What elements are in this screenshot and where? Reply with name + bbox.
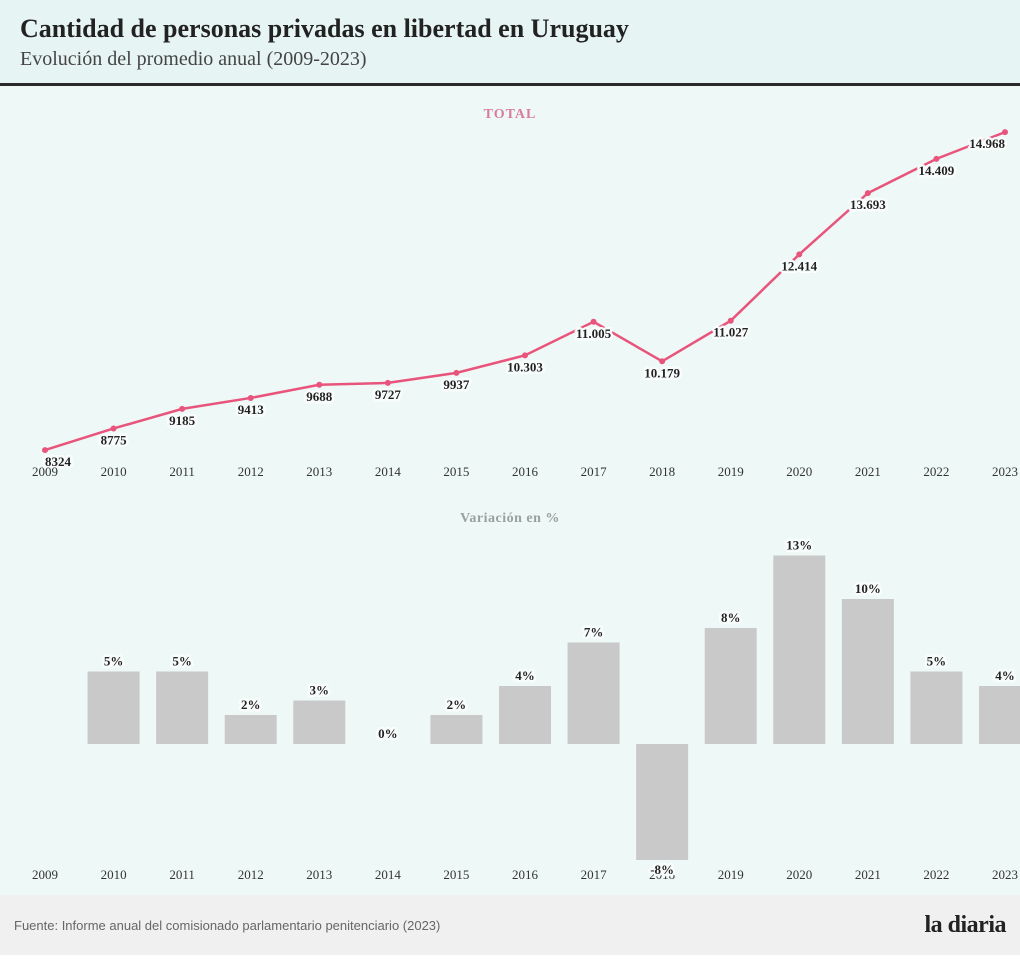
bar-x-label: 2021 xyxy=(855,867,881,882)
line-x-label: 2019 xyxy=(718,464,744,479)
line-x-label: 2014 xyxy=(375,464,402,479)
line-x-label: 2013 xyxy=(306,464,332,479)
bar-x-label: 2015 xyxy=(443,867,469,882)
chart-subtitle: Evolución del promedio anual (2009-2023) xyxy=(20,48,1000,71)
bar-value-label: 4% xyxy=(995,668,1015,683)
line-marker xyxy=(453,370,459,376)
line-value-label: 10.179 xyxy=(644,365,680,380)
line-value-label: 8775 xyxy=(101,432,128,447)
line-marker xyxy=(591,319,597,325)
bar-rect xyxy=(225,715,277,744)
bar-x-label: 2017 xyxy=(581,867,608,882)
line-marker xyxy=(179,406,185,412)
bar-rect xyxy=(636,744,688,860)
bar-value-label: 13% xyxy=(786,538,812,553)
bar-rect xyxy=(156,672,208,745)
bar-x-label: 2022 xyxy=(923,867,949,882)
chart-area: TOTAL83242009877520109185201194132012968… xyxy=(0,83,1020,895)
bar-x-label: 2023 xyxy=(992,867,1018,882)
line-x-label: 2016 xyxy=(512,464,539,479)
line-value-label: 11.005 xyxy=(576,326,612,341)
line-x-label: 2018 xyxy=(649,464,675,479)
line-value-label: 9185 xyxy=(169,413,196,428)
line-value-label: 9727 xyxy=(375,387,402,402)
line-x-label: 2021 xyxy=(855,464,881,479)
line-x-label: 2020 xyxy=(786,464,812,479)
line-value-label: 14.968 xyxy=(969,136,1005,151)
line-x-label: 2012 xyxy=(238,464,264,479)
line-marker xyxy=(865,190,871,196)
bar-x-label: 2020 xyxy=(786,867,812,882)
line-path xyxy=(45,132,1005,450)
line-value-label: 11.027 xyxy=(713,325,749,340)
line-marker xyxy=(111,425,117,431)
bar-rect xyxy=(88,672,140,745)
line-marker xyxy=(385,380,391,386)
bar-value-label: 4% xyxy=(515,668,535,683)
line-value-label: 13.693 xyxy=(850,197,886,212)
source-text: Fuente: Informe anual del comisionado pa… xyxy=(14,918,440,933)
line-marker xyxy=(796,251,802,257)
line-value-label: 14.409 xyxy=(919,163,955,178)
bar-rect xyxy=(773,556,825,745)
line-value-label: 9688 xyxy=(306,389,333,404)
line-marker xyxy=(659,358,665,364)
bar-x-label: 2016 xyxy=(512,867,539,882)
line-value-label: 9413 xyxy=(238,402,265,417)
bar-value-label: 5% xyxy=(104,654,124,669)
bar-rect xyxy=(842,599,894,744)
line-x-label: 2017 xyxy=(581,464,608,479)
line-x-label: 2022 xyxy=(923,464,949,479)
bar-value-label: 5% xyxy=(172,654,192,669)
bar-value-label: 10% xyxy=(855,581,881,596)
line-marker xyxy=(316,382,322,388)
bar-rect xyxy=(568,643,620,745)
bar-rect xyxy=(705,628,757,744)
chart-footer: Fuente: Informe anual del comisionado pa… xyxy=(0,895,1020,955)
line-marker xyxy=(522,352,528,358)
line-marker xyxy=(248,395,254,401)
chart-svg: TOTAL83242009877520109185201194132012968… xyxy=(0,86,1020,898)
bar-value-label: -8% xyxy=(650,862,674,877)
bar-value-label: 3% xyxy=(310,683,330,698)
line-value-label: 12.414 xyxy=(781,258,817,273)
bar-x-label: 2009 xyxy=(32,867,58,882)
bar-value-label: 7% xyxy=(584,625,604,640)
line-value-label: 10.303 xyxy=(507,359,543,374)
bar-x-label: 2019 xyxy=(718,867,744,882)
bar-x-label: 2014 xyxy=(375,867,402,882)
line-marker xyxy=(42,447,48,453)
line-marker xyxy=(1002,129,1008,135)
bar-value-label: 8% xyxy=(721,610,741,625)
line-marker xyxy=(933,156,939,162)
bar-rect xyxy=(979,686,1020,744)
bar-value-label: 0% xyxy=(378,726,398,741)
line-x-label: 2023 xyxy=(992,464,1018,479)
line-x-label: 2015 xyxy=(443,464,469,479)
bar-x-label: 2010 xyxy=(101,867,127,882)
line-value-label: 9937 xyxy=(443,377,470,392)
bar-rect xyxy=(293,701,345,745)
chart-header: Cantidad de personas privadas en liberta… xyxy=(0,0,1020,83)
line-x-label: 2009 xyxy=(32,464,58,479)
bar-x-label: 2013 xyxy=(306,867,332,882)
bar-value-label: 2% xyxy=(241,697,261,712)
bar-x-label: 2012 xyxy=(238,867,264,882)
bar-value-label: 5% xyxy=(927,654,947,669)
bar-rect xyxy=(430,715,482,744)
brand-logo: la diaria xyxy=(924,912,1006,939)
chart-title: Cantidad de personas privadas en liberta… xyxy=(20,14,1000,44)
bar-rect xyxy=(499,686,551,744)
bar-chart-title: Variación en % xyxy=(460,511,560,526)
bar-x-label: 2011 xyxy=(169,867,195,882)
bar-rect xyxy=(910,672,962,745)
line-x-label: 2010 xyxy=(101,464,127,479)
line-x-label: 2011 xyxy=(169,464,195,479)
line-marker xyxy=(728,318,734,324)
line-chart-title: TOTAL xyxy=(484,107,537,122)
bar-value-label: 2% xyxy=(447,697,467,712)
